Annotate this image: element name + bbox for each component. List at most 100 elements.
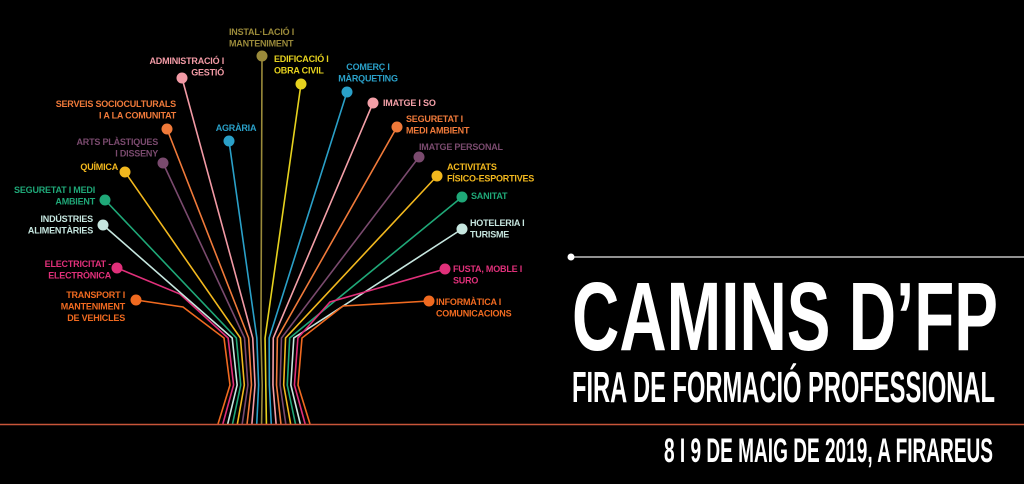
branch-dot (456, 191, 468, 203)
branch-label: INDÚSTRIES ALIMENTÀRIES (28, 213, 93, 236)
branch: ACTIVITATS FÍSICO-ESPORTIVES (282, 162, 535, 425)
branch-label-line: ARTS PLÀSTIQUES (76, 137, 158, 147)
branch-label: INFORMÀTICA I COMUNICACIONS (436, 297, 512, 319)
branch-label-line: ALIMENTÀRIES (28, 226, 93, 236)
branch-label-line: DE VEHICLES (67, 313, 125, 323)
branch-line (260, 55, 264, 425)
branch-line (279, 156, 420, 425)
branch: ELECTRICITAT -ELECTRÒNICA (45, 259, 235, 425)
branch-label-line: GESTIÓ (191, 67, 224, 78)
branch-dot (111, 262, 123, 274)
branch-label: SERVEIS SOCIOCULTURALS I A LA COMUNITAT (56, 99, 177, 121)
branch-label-line: TRANSPORT I (66, 290, 125, 300)
branch-label-line: SEGURETAT I (406, 114, 463, 124)
poster-subtitle: FIRA DE FORMACIÓ PROFESSIONAL (572, 362, 995, 412)
branch-line (102, 224, 238, 425)
branch-label-line: QUÍMICA (80, 162, 118, 172)
branch-label: ELECTRICITAT -ELECTRÒNICA (45, 259, 112, 281)
branch-line (290, 228, 463, 425)
branch-line (275, 126, 398, 425)
branch-label: TRANSPORT I MANTENIMENT DE VEHICLES (61, 290, 126, 323)
branch: AGRÀRIA (216, 123, 260, 425)
branch: EDIFICACIÓ I OBRA CIVIL (264, 53, 329, 425)
branch-label-line: SEGURETAT I MEDI (14, 185, 95, 195)
branch-label: INSTAL·LACIÓ I MANTENIMENT (229, 26, 294, 49)
branch-label: EDIFICACIÓ I OBRA CIVIL (274, 53, 329, 76)
branch-label-line: MÀRQUETING (338, 74, 398, 84)
branch-label-line: AMBIENT (55, 197, 95, 207)
branch-dot (161, 123, 173, 135)
branch-label-line: SERVEIS SOCIOCULTURALS (56, 99, 176, 109)
branch-label: SEGURETAT I MEDI AMBIENT (14, 185, 96, 207)
branch-label-line: OBRA CIVIL (274, 66, 324, 76)
branch-dot (119, 166, 131, 178)
branch: INSTAL·LACIÓ I MANTENIMENT (229, 26, 294, 425)
branch-line (272, 102, 374, 425)
branch-label-line: FUSTA, MOBLE I (453, 264, 522, 274)
branch-label-line: INDÚSTRIES (40, 213, 93, 224)
branch-label-line: HOTELERIA I (470, 218, 524, 228)
branch-label: ARTS PLÀSTIQUES I DISSENY (76, 137, 158, 159)
branch-line (124, 171, 246, 425)
branch-label-line: I DISSENY (115, 149, 158, 159)
branch-line (166, 128, 253, 425)
branch-dot (431, 170, 443, 182)
branch-label: SEGURETAT I MEDI AMBIENT (406, 114, 470, 136)
branch-line (293, 268, 446, 425)
career-tree-illustration: TRANSPORT I MANTENIMENT DE VEHICLESELECTRI… (14, 26, 535, 425)
branch-dot (176, 72, 188, 84)
branch: FUSTA, MOBLE I SURO (293, 263, 522, 425)
branch: QUÍMICA (80, 162, 246, 425)
branch-line (286, 196, 463, 425)
branch-dot (157, 157, 169, 169)
branch-label-line: I A LA COMUNITAT (99, 111, 177, 121)
branch-label-line: INFORMÀTICA I (436, 297, 501, 307)
branch-label: IMATGE PERSONAL (419, 142, 504, 152)
branch-dot (391, 121, 403, 133)
branch-label-line: SURO (453, 276, 478, 286)
branch-dot (367, 97, 379, 109)
branch-label: ADMINISTRACIÓ I GESTIÓ (150, 55, 225, 78)
branch-label: FUSTA, MOBLE I SURO (453, 264, 522, 286)
branch-line (282, 175, 438, 425)
branch: INDÚSTRIES ALIMENTÀRIES (28, 213, 238, 425)
branch-line (162, 162, 249, 425)
branch-label-line: IMATGE PERSONAL (419, 142, 504, 152)
branch-label-line: EDIFICACIÓ I (274, 53, 329, 64)
branch-label-line: ELECTRÒNICA (48, 270, 112, 281)
branch-label: QUÍMICA (80, 162, 118, 172)
branch: SEGURETAT I MEDI AMBIENT (14, 185, 242, 425)
branch: SERVEIS SOCIOCULTURALS I A LA COMUNITAT (56, 99, 253, 425)
title-rule-dot (567, 253, 575, 261)
branch-label: SANITAT (471, 191, 508, 201)
branch-dot (456, 223, 468, 235)
branch-label-line: ELECTRICITAT - (45, 259, 112, 269)
branch-label: ACTIVITATS FÍSICO-ESPORTIVES (447, 162, 534, 184)
branch-label: COMERÇ I MÀRQUETING (338, 62, 398, 84)
branch-label-line: ACTIVITATS (447, 162, 497, 172)
branch-dot (439, 263, 451, 275)
branch-label-line: COMUNICACIONS (436, 309, 512, 319)
branch-dot (341, 86, 353, 98)
branch-label-line: MANTENIMENT (61, 302, 126, 312)
poster-title: CAMINS D’FP (572, 262, 998, 371)
branch: TRANSPORT I MANTENIMENT DE VEHICLES (61, 290, 231, 425)
branch-label-line: IMATGE I SO (383, 98, 436, 108)
branch-line (181, 77, 256, 425)
branch-line (116, 267, 235, 425)
branch-label-line: SANITAT (471, 191, 508, 201)
branch: COMERÇ I MÀRQUETING (268, 62, 398, 425)
branch-label-line: MEDI AMBIENT (406, 126, 470, 136)
branch-label-line: ADMINISTRACIÓ I (150, 55, 225, 66)
branch: HOTELERIA I TURISME (290, 218, 525, 425)
branch: ADMINISTRACIÓ I GESTIÓ (150, 55, 256, 425)
branch-line (264, 83, 302, 425)
branch-label-line: MANTENIMENT (229, 39, 294, 49)
branch-label-line: AGRÀRIA (216, 123, 257, 133)
branch-dot (99, 194, 111, 206)
branch-label-line: FÍSICO-ESPORTIVES (447, 174, 534, 184)
branch: ARTS PLÀSTIQUES I DISSENY (76, 137, 249, 425)
branch-line (228, 140, 260, 425)
